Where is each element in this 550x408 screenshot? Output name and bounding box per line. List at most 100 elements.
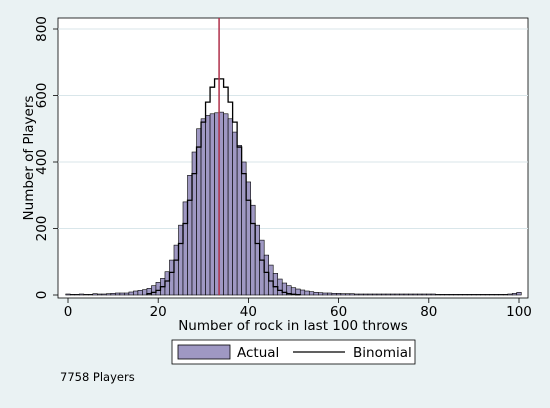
histogram-bar xyxy=(354,293,360,296)
histogram-bar xyxy=(498,294,504,296)
histogram-bar xyxy=(484,294,490,296)
histogram-bar xyxy=(178,224,184,296)
histogram-bar xyxy=(65,293,71,296)
y-tick-label: 400 xyxy=(34,149,50,175)
histogram-bar xyxy=(453,294,459,296)
histogram-bar xyxy=(448,294,454,296)
histogram-bar xyxy=(345,293,351,296)
histogram-bar xyxy=(268,264,274,296)
histogram-bar xyxy=(245,181,251,296)
histogram-bar xyxy=(489,294,495,296)
histogram-bar xyxy=(439,294,445,296)
y-tick-label: 600 xyxy=(34,83,50,109)
histogram-bar xyxy=(435,294,441,296)
histogram-bar xyxy=(363,293,369,296)
x-axis-ticks: 0 20 40 60 80 100 xyxy=(64,298,532,320)
histogram-bar xyxy=(205,115,211,296)
histogram-bar xyxy=(340,293,346,296)
histogram-bar xyxy=(426,293,432,296)
histogram-bar xyxy=(241,161,247,296)
histogram-bar xyxy=(223,113,229,296)
histogram-bar xyxy=(250,204,256,296)
histogram-bar xyxy=(475,294,481,296)
histogram-bar xyxy=(471,294,477,296)
histogram-bar xyxy=(263,254,269,296)
histogram-bar xyxy=(385,293,391,296)
histogram-bar xyxy=(511,293,518,296)
histogram-bar xyxy=(236,145,242,296)
histogram-bar xyxy=(87,294,94,296)
histogram-bar xyxy=(376,293,382,296)
histogram-bar xyxy=(232,131,238,296)
histogram-bar xyxy=(106,293,112,296)
legend-label-actual: Actual xyxy=(237,345,279,361)
histogram-bar xyxy=(412,293,418,296)
legend-swatch-actual xyxy=(177,344,231,360)
histogram-bar xyxy=(74,294,80,296)
x-tick-label: 0 xyxy=(64,304,73,320)
histogram-bar xyxy=(403,293,409,296)
histogram-bar xyxy=(331,293,337,296)
histogram-bar xyxy=(308,291,315,296)
histogram-bar xyxy=(254,224,260,296)
chart-note: 7758 Players xyxy=(60,370,135,384)
histogram-bar xyxy=(151,285,157,296)
histogram-bar xyxy=(367,293,373,296)
histogram-bar xyxy=(408,293,414,296)
histogram-bar xyxy=(390,293,396,296)
histogram-bar xyxy=(430,293,436,296)
histogram-bar xyxy=(137,290,143,296)
histogram-bar xyxy=(417,293,423,296)
histogram-bar xyxy=(272,273,279,296)
histogram-bar xyxy=(142,289,148,296)
histogram-bar xyxy=(381,293,387,296)
histogram-bar xyxy=(92,293,98,296)
x-tick-label: 40 xyxy=(240,304,257,320)
histogram-bar xyxy=(304,290,310,296)
histogram-bar xyxy=(493,294,500,296)
histogram-bar xyxy=(209,113,215,296)
histogram-bar xyxy=(187,175,193,296)
histogram-bar xyxy=(200,118,206,296)
histogram-bar xyxy=(349,293,355,296)
y-axis-ticks: 0 200 400 600 800 xyxy=(34,16,58,299)
x-tick-label: 80 xyxy=(420,304,437,320)
histogram-bar xyxy=(466,294,472,296)
histogram-bar xyxy=(83,294,89,296)
histogram-bar xyxy=(259,239,265,296)
plot-area xyxy=(57,17,529,299)
histogram-bar xyxy=(372,293,378,296)
histogram-bar xyxy=(299,289,306,296)
histogram-bar xyxy=(507,293,513,296)
histogram-bar xyxy=(358,293,364,296)
y-tick-label: 200 xyxy=(34,216,50,242)
grid-lines xyxy=(58,28,528,229)
y-tick-label: 800 xyxy=(34,16,50,42)
histogram-bar xyxy=(318,292,324,296)
histogram-bar xyxy=(313,292,319,296)
binomial-line xyxy=(146,78,301,296)
histogram-bar xyxy=(169,259,175,296)
histogram-bar xyxy=(421,293,427,296)
histogram-bar xyxy=(115,292,121,296)
x-tick-label: 100 xyxy=(506,304,532,320)
x-axis-label: Number of rock in last 100 throws xyxy=(178,318,408,334)
histogram-bar xyxy=(322,292,328,296)
histogram-bar xyxy=(78,293,85,296)
histogram-bar xyxy=(182,201,188,296)
histogram-bar xyxy=(327,292,333,296)
actual-bars xyxy=(65,111,522,296)
histogram-bar xyxy=(399,293,405,296)
histogram-bar xyxy=(227,118,233,296)
x-tick-label: 20 xyxy=(150,304,167,320)
histogram-bar xyxy=(277,278,283,296)
histogram-bar xyxy=(462,294,468,296)
histogram-bar xyxy=(480,294,486,296)
x-tick-label: 60 xyxy=(330,304,347,320)
histogram-bar xyxy=(173,244,179,296)
histogram-bar xyxy=(97,293,103,296)
histogram-bar xyxy=(119,292,125,296)
histogram-bar xyxy=(110,293,116,296)
